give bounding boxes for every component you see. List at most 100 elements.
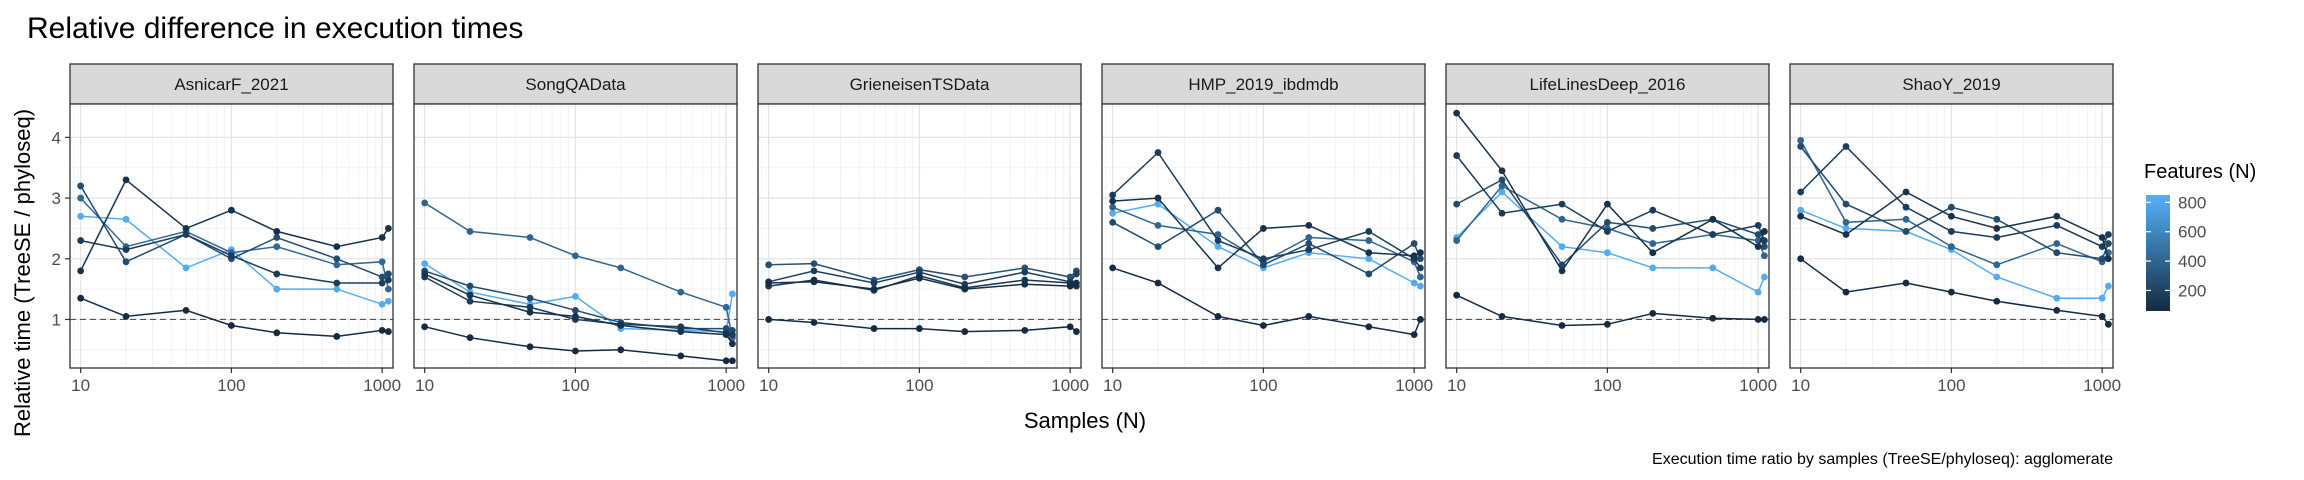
data-point xyxy=(1993,297,2001,305)
x-tick-label: 1000 xyxy=(707,376,745,395)
data-point xyxy=(1709,264,1717,272)
data-point xyxy=(526,234,534,241)
data-point xyxy=(1417,255,1424,263)
data-point xyxy=(1761,228,1768,235)
data-point xyxy=(273,270,281,278)
data-point xyxy=(2053,240,2061,247)
data-point xyxy=(182,264,190,272)
data-point xyxy=(677,323,685,331)
data-point xyxy=(1365,237,1373,244)
data-point xyxy=(333,243,341,251)
data-point xyxy=(1797,206,1805,214)
data-point xyxy=(2105,240,2112,247)
data-point xyxy=(1417,249,1424,257)
series-line xyxy=(1112,206,1422,278)
data-point xyxy=(1154,149,1162,156)
x-tick-label: 10 xyxy=(759,376,778,395)
data-point xyxy=(2105,231,2112,238)
data-point xyxy=(1604,218,1611,226)
data-point xyxy=(1214,237,1222,244)
data-point xyxy=(273,285,281,293)
x-axis-title: Samples (N) xyxy=(1024,408,1146,433)
series-line xyxy=(768,262,1077,281)
series-line xyxy=(1456,178,1766,266)
series-line xyxy=(424,273,734,345)
data-point xyxy=(1902,203,1910,211)
data-point xyxy=(1754,221,1762,229)
data-point xyxy=(333,285,341,293)
data-point xyxy=(870,325,878,332)
data-point xyxy=(1417,316,1424,323)
y-tick-label: 2 xyxy=(52,250,61,269)
data-point xyxy=(2053,306,2061,314)
series-line xyxy=(424,270,733,332)
data-point xyxy=(1453,237,1461,244)
data-point xyxy=(378,258,386,266)
data-point xyxy=(722,357,730,365)
data-point xyxy=(1365,249,1373,257)
facet-panel: HMP_2019_ibdmdb 10 100 1000 xyxy=(1101,63,1433,395)
data-point xyxy=(1948,288,1955,296)
data-point xyxy=(1365,270,1373,278)
data-point xyxy=(1154,243,1162,251)
data-point xyxy=(1365,228,1373,235)
data-point xyxy=(77,267,85,275)
series-line xyxy=(79,185,389,278)
series-line xyxy=(1800,258,2109,325)
data-point xyxy=(2105,282,2112,290)
data-point xyxy=(1649,206,1657,214)
series-line xyxy=(1799,140,2110,266)
data-point xyxy=(333,261,341,269)
data-point xyxy=(1305,246,1313,254)
data-point xyxy=(729,331,736,339)
data-point xyxy=(122,258,130,266)
series-line xyxy=(1112,203,1421,287)
data-point xyxy=(1260,255,1267,263)
data-point xyxy=(273,329,281,337)
series-line xyxy=(80,215,389,306)
data-point xyxy=(1066,282,1074,290)
data-point xyxy=(1214,206,1222,214)
data-point xyxy=(1305,234,1313,241)
x-tick-label: 10 xyxy=(415,376,434,395)
data-point xyxy=(273,243,281,251)
data-point xyxy=(77,212,85,220)
chart-title: Relative difference in execution times xyxy=(27,12,523,45)
data-point xyxy=(182,231,190,238)
data-point xyxy=(2098,255,2106,263)
data-point xyxy=(1558,261,1566,269)
data-point xyxy=(1558,267,1566,275)
data-point xyxy=(1073,328,1080,335)
data-point xyxy=(1410,279,1418,287)
data-point xyxy=(228,206,235,214)
series-line xyxy=(768,318,1077,333)
data-point xyxy=(729,357,736,365)
data-point xyxy=(1797,143,1805,150)
x-tick-label: 100 xyxy=(217,376,245,395)
data-point xyxy=(617,346,625,354)
y-tick-label: 1 xyxy=(52,310,61,329)
data-point xyxy=(378,234,386,241)
data-point xyxy=(2105,320,2112,328)
series-line xyxy=(768,277,1077,290)
data-point xyxy=(1993,225,2001,232)
data-point xyxy=(526,343,534,351)
series-line xyxy=(1112,151,1422,269)
strip-background xyxy=(1101,63,1426,105)
x-tick-label: 10 xyxy=(1447,376,1466,395)
legend-title: Features (N) xyxy=(2144,161,2256,183)
colorbar-tick-label: 200 xyxy=(2178,281,2206,300)
x-tick-label: 100 xyxy=(905,376,933,395)
data-point xyxy=(1498,313,1506,320)
data-point xyxy=(1498,188,1506,196)
data-point xyxy=(385,276,392,284)
data-point xyxy=(1709,231,1717,238)
data-point xyxy=(1305,313,1313,320)
data-point xyxy=(385,225,392,232)
data-point xyxy=(378,300,386,308)
data-point xyxy=(273,228,281,235)
data-point xyxy=(1797,255,1805,263)
data-point xyxy=(1214,243,1222,251)
x-tick-label: 1000 xyxy=(1739,376,1777,395)
data-point xyxy=(729,290,736,298)
